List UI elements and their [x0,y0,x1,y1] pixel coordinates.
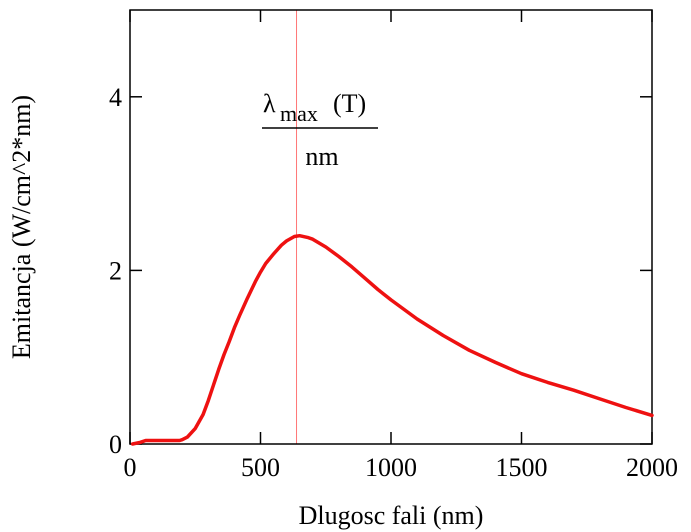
y-tick-label: 4 [109,83,122,112]
annotation-denominator: nm [305,142,338,171]
y-tick-label: 0 [109,430,122,459]
x-tick-label: 500 [241,453,280,482]
emittance-curve [130,233,654,446]
x-tick-label: 1000 [365,453,417,482]
x-axis-label: Dlugosc fali (nm) [299,501,484,530]
y-tick-label: 2 [109,256,122,285]
plot-frame [129,9,653,445]
annotation-subscript: max [280,101,318,126]
x-tick-label: 2000 [626,453,678,482]
x-tick-label: 1500 [496,453,548,482]
y-axis-label: Emitancja (W/cm^2*nm) [7,95,36,359]
annotation-symbol: λ [263,89,276,118]
annotation-suffix: (T) [333,89,366,118]
x-tick-label: 0 [124,453,137,482]
